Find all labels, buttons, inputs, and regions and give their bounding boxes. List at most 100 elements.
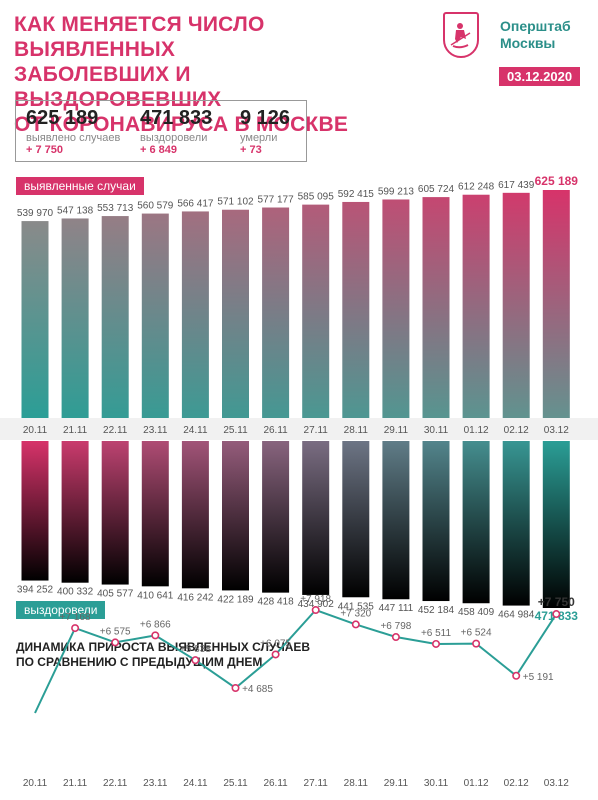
cases-bar: [422, 197, 450, 418]
legend-cases: выявленные случаи: [16, 177, 144, 195]
cases-bar: [502, 192, 530, 418]
stat-deaths-value: 9 126: [240, 107, 291, 129]
stat-recovered-label: выздоровели: [140, 132, 208, 144]
cases-value-label: 577 177: [258, 195, 295, 206]
recovered-value-label: 410 641: [137, 590, 174, 601]
increment-label: +5 838: [180, 644, 211, 655]
line-date-tick: 23.11: [143, 778, 168, 789]
recovered-value-label: 452 184: [418, 605, 455, 616]
stat-deaths-delta: + 73: [240, 144, 262, 156]
line-chart-title: ДИНАМИКА ПРИРОСТА ВЫЯВЛЕННЫХ СЛУЧАЕВ ПО …: [16, 640, 310, 670]
subtitle-line-2: ПО СРАВНЕНИЮ С ПРЕДЫДУЩИМ ДНЕМ: [16, 655, 263, 669]
cases-bar: [101, 216, 129, 418]
date-tick-label: 20.11: [23, 425, 48, 436]
recovered-bar: [61, 441, 89, 583]
cases-value-label: 585 095: [298, 192, 335, 203]
cases-value-label: 605 724: [418, 184, 455, 195]
title-line-3: ОТ КОРОНАВИРУСА В МОСКВЕ: [14, 113, 349, 136]
cases-value-label: 625 189: [535, 174, 579, 188]
date-badge: 03.12.2020: [499, 67, 581, 86]
date-tick-label: 24.11: [183, 425, 208, 436]
recovered-value-label: 434 902: [298, 599, 335, 610]
line-date-tick: 02.12: [504, 778, 529, 789]
increment-label: +6 575: [100, 626, 131, 637]
line-date-tick: 21.11: [63, 778, 88, 789]
cases-bar: [262, 207, 290, 418]
date-tick-label: 01.12: [464, 425, 489, 436]
recovered-value-label: 405 577: [97, 589, 134, 600]
increment-label: +7 168: [60, 612, 91, 623]
line-date-tick: 30.11: [424, 778, 449, 789]
line-date-tick: 22.11: [103, 778, 128, 789]
recovered-bar: [342, 441, 370, 598]
increment-point: [512, 671, 521, 680]
stats-box: 625 189 выявлено случаев + 7 750 471 833…: [15, 100, 307, 162]
cases-value-label: 617 439: [498, 180, 535, 191]
increment-label: +6 511: [421, 628, 452, 639]
recovered-bar: [302, 441, 330, 595]
cases-value-label: 612 248: [458, 182, 495, 193]
increment-label: +7 750: [538, 595, 575, 609]
line-date-tick: 29.11: [384, 778, 409, 789]
org-name: Оперштаб Москвы: [500, 18, 590, 52]
increment-label: +6 524: [461, 628, 492, 639]
date-tick-label: 21.11: [63, 425, 88, 436]
stat-recovered: 471 833 выздоровели + 6 849: [140, 107, 212, 156]
cases-bar: [302, 204, 330, 418]
cases-bar: [462, 194, 490, 418]
line-date-tick: 03.12: [544, 778, 569, 789]
cases-value-label: 566 417: [177, 198, 214, 209]
date-tick-label: 22.11: [103, 425, 128, 436]
recovered-value-label: 428 418: [258, 597, 295, 608]
recovered-bar: [181, 441, 209, 589]
line-date-tick: 28.11: [344, 778, 369, 789]
line-date-tick: 25.11: [223, 778, 248, 789]
line-date-tick: 27.11: [304, 778, 329, 789]
stat-cases-delta: + 7 750: [26, 144, 64, 156]
increment-label: +7 918: [300, 594, 331, 605]
legend-recovered: выздоровели: [16, 601, 106, 619]
recovered-bar: [21, 441, 49, 581]
date-tick-label: 30.11: [424, 425, 449, 436]
date-strip: [0, 418, 598, 440]
recovered-bar: [462, 441, 490, 604]
date-tick-label: 29.11: [384, 425, 409, 436]
cases-value-label: 560 579: [137, 201, 174, 212]
recovered-value-label: 422 189: [217, 594, 254, 605]
stat-deaths-label: умерли: [240, 132, 278, 144]
recovered-bar: [262, 441, 290, 593]
date-tick-label: 25.11: [223, 425, 248, 436]
cases-bar: [382, 199, 410, 418]
stat-recovered-value: 471 833: [140, 107, 213, 129]
increment-point: [111, 638, 120, 647]
cases-bar: [542, 190, 570, 418]
increment-point: [431, 639, 440, 648]
increment-point: [391, 633, 400, 642]
increment-point: [71, 624, 80, 633]
cases-value-label: 592 415: [338, 189, 375, 200]
increment-point: [151, 631, 160, 640]
date-tick-label: 27.11: [304, 425, 329, 436]
recovered-bar: [222, 441, 249, 591]
cases-value-label: 539 970: [17, 208, 54, 219]
page-title: КАК МЕНЯЕТСЯ ЧИСЛО ВЫЯВЛЕННЫХ ЗАБОЛЕВШИХ…: [14, 12, 374, 137]
org-line-2: Москвы: [500, 35, 556, 51]
increment-label: +6 798: [380, 621, 411, 632]
increment-line: [34, 608, 558, 714]
cases-bar: [141, 213, 169, 418]
recovered-value-label: 400 332: [57, 587, 94, 598]
cases-value-label: 547 138: [57, 205, 94, 216]
increment-point: [472, 639, 481, 648]
line-date-tick: 01.12: [464, 778, 489, 789]
increment-point: [191, 656, 200, 665]
increment-label: +6 866: [140, 619, 171, 630]
increment-label: +4 685: [242, 684, 273, 695]
cases-bar: [61, 218, 89, 418]
stat-cases-label: выявлено случаев: [26, 132, 121, 144]
recovered-value-label: 441 535: [338, 601, 375, 612]
increment-point: [271, 650, 280, 659]
recovered-bar: [542, 441, 570, 608]
recovered-value-label: 447 111: [379, 603, 414, 614]
cases-value-label: 599 213: [378, 186, 415, 197]
